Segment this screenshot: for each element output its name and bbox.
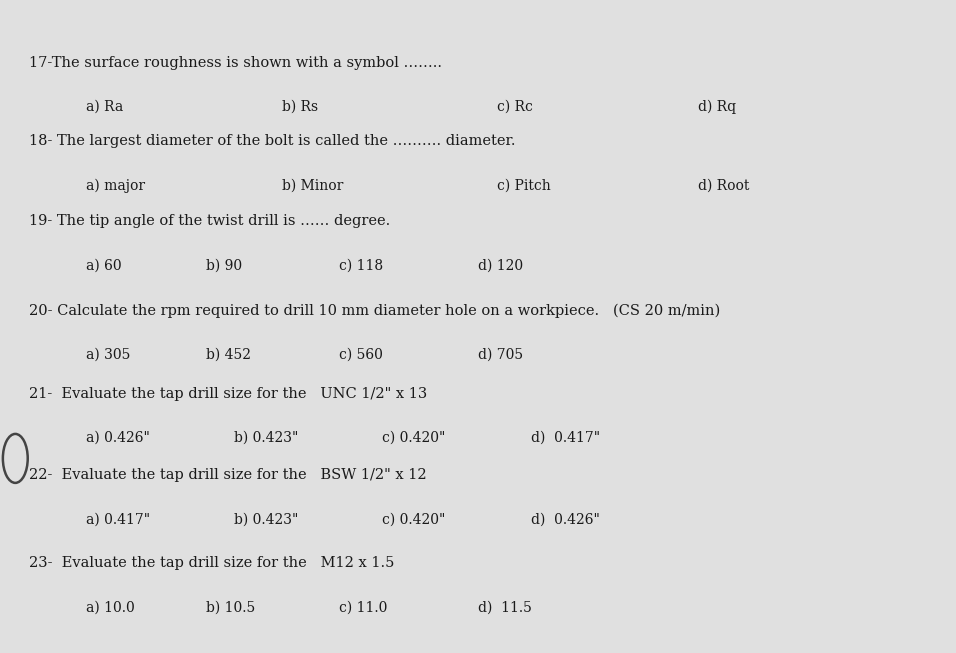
Text: b) 0.423": b) 0.423" xyxy=(234,431,298,445)
Text: c) 560: c) 560 xyxy=(339,348,383,362)
Text: d)  0.426": d) 0.426" xyxy=(531,513,599,526)
Text: 22-  Evaluate the tap drill size for the   BSW 1/2" x 12: 22- Evaluate the tap drill size for the … xyxy=(29,468,426,482)
Text: 21-  Evaluate the tap drill size for the   UNC 1/2" x 13: 21- Evaluate the tap drill size for the … xyxy=(29,387,427,400)
Text: 23-  Evaluate the tap drill size for the   M12 x 1.5: 23- Evaluate the tap drill size for the … xyxy=(29,556,394,570)
Text: d) Rq: d) Rq xyxy=(698,100,736,114)
Text: c) Pitch: c) Pitch xyxy=(497,178,551,192)
Text: b) Rs: b) Rs xyxy=(282,100,318,114)
Text: a) 10.0: a) 10.0 xyxy=(86,601,135,614)
Text: c) 0.420": c) 0.420" xyxy=(382,513,445,526)
Text: 18- The largest diameter of the bolt is called the ………. diameter.: 18- The largest diameter of the bolt is … xyxy=(29,134,515,148)
Text: d) 120: d) 120 xyxy=(478,259,523,272)
Text: b) 0.423": b) 0.423" xyxy=(234,513,298,526)
Text: c) 0.420": c) 0.420" xyxy=(382,431,445,445)
Text: 17-The surface roughness is shown with a symbol ……..: 17-The surface roughness is shown with a… xyxy=(29,56,442,69)
Text: b) 90: b) 90 xyxy=(206,259,242,272)
Text: b) 452: b) 452 xyxy=(206,348,250,362)
Text: a) Ra: a) Ra xyxy=(86,100,123,114)
Text: d)  0.417": d) 0.417" xyxy=(531,431,599,445)
Text: a) 305: a) 305 xyxy=(86,348,130,362)
Text: a) 60: a) 60 xyxy=(86,259,121,272)
Text: c) Rc: c) Rc xyxy=(497,100,533,114)
Text: b) Minor: b) Minor xyxy=(282,178,343,192)
Text: b) 10.5: b) 10.5 xyxy=(206,601,255,614)
Text: 20- Calculate the rpm required to drill 10 mm diameter hole on a workpiece.   (C: 20- Calculate the rpm required to drill … xyxy=(29,304,720,318)
Text: a) 0.417": a) 0.417" xyxy=(86,513,150,526)
Text: c) 118: c) 118 xyxy=(339,259,383,272)
Text: d) 705: d) 705 xyxy=(478,348,523,362)
Text: c) 11.0: c) 11.0 xyxy=(339,601,388,614)
Text: a) 0.426": a) 0.426" xyxy=(86,431,150,445)
Text: 19- The tip angle of the twist drill is …… degree.: 19- The tip angle of the twist drill is … xyxy=(29,214,390,228)
Text: d) Root: d) Root xyxy=(698,178,750,192)
Text: a) major: a) major xyxy=(86,178,145,193)
Text: d)  11.5: d) 11.5 xyxy=(478,601,532,614)
